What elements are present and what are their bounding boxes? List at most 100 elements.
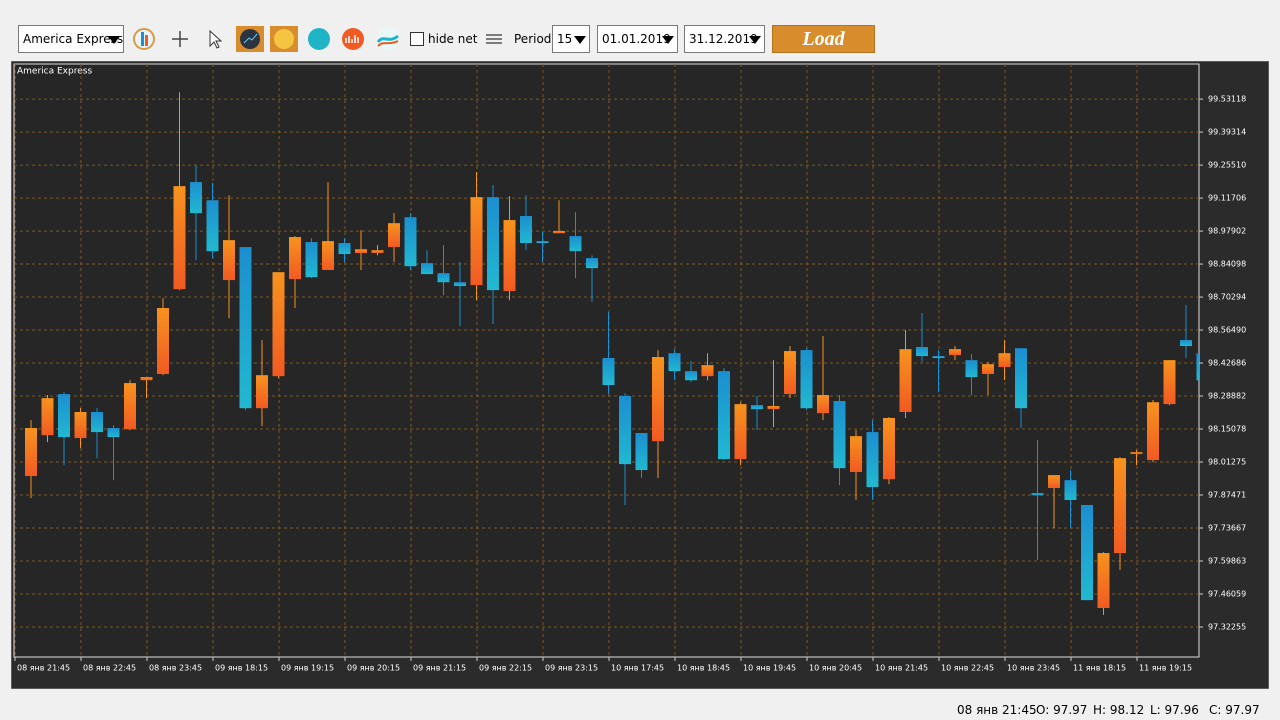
candle-body xyxy=(553,231,565,234)
candle-body xyxy=(767,406,780,410)
crosshair-icon[interactable] xyxy=(168,27,192,51)
candle-body xyxy=(355,249,367,254)
candle-body xyxy=(685,371,697,381)
candle-body xyxy=(899,349,912,413)
candle-body xyxy=(1081,504,1093,601)
candle-body xyxy=(619,395,631,465)
symbol-text: America Express xyxy=(23,32,124,46)
candle-body xyxy=(437,273,450,283)
symbol-select[interactable]: America Express xyxy=(18,25,124,53)
status-high: H: 98.12 xyxy=(1093,703,1145,717)
volume-icon[interactable] xyxy=(341,27,365,51)
candle-body xyxy=(718,371,730,460)
light-theme-icon[interactable] xyxy=(270,26,298,52)
x-tick-label: 09 янв 23:15 xyxy=(545,664,598,673)
candle-body xyxy=(751,405,763,410)
candle-body xyxy=(1097,553,1110,609)
x-tick-label: 09 янв 19:15 xyxy=(281,664,334,673)
dark-theme-icon[interactable] xyxy=(236,26,264,52)
candle-body xyxy=(41,398,54,436)
candle-body xyxy=(1163,360,1176,405)
pointer-icon[interactable] xyxy=(202,27,226,51)
x-tick-label: 08 янв 21:45 xyxy=(17,664,70,673)
candle-body xyxy=(74,412,87,439)
candle-body xyxy=(421,263,433,275)
y-tick-label: 98.28882 xyxy=(1208,392,1246,401)
y-tick-label: 97.32255 xyxy=(1208,622,1246,631)
y-tick-label: 97.59863 xyxy=(1208,557,1246,566)
x-tick-label: 09 янв 18:15 xyxy=(215,664,268,673)
candle-body xyxy=(470,197,483,286)
candle-body xyxy=(454,282,466,287)
candle-body xyxy=(487,197,499,291)
x-tick-label: 10 янв 19:45 xyxy=(743,664,796,673)
candle-body xyxy=(206,200,219,252)
status-time: 08 янв 21:45 xyxy=(957,703,1037,717)
candle-body xyxy=(833,401,846,469)
y-tick-label: 99.53118 xyxy=(1208,95,1246,104)
y-tick-label: 98.84098 xyxy=(1208,260,1246,269)
date-to-select[interactable]: 31.12.2019 xyxy=(684,25,765,53)
candle-body xyxy=(107,428,120,438)
line-icon[interactable] xyxy=(376,27,400,51)
y-tick-label: 99.11706 xyxy=(1208,194,1246,203)
y-tick-label: 97.87471 xyxy=(1208,491,1246,500)
candle-body xyxy=(338,243,351,255)
candle-body xyxy=(322,241,334,271)
y-tick-label: 98.42686 xyxy=(1208,359,1246,368)
candle-body xyxy=(652,357,664,442)
dropdown-arrow xyxy=(108,36,120,44)
candle-body xyxy=(1015,348,1027,409)
candle-body xyxy=(883,417,895,480)
x-tick-label: 10 янв 17:45 xyxy=(611,664,664,673)
x-tick-label: 10 янв 20:45 xyxy=(809,664,862,673)
color-icon[interactable] xyxy=(307,27,331,51)
y-tick-label: 97.73667 xyxy=(1208,524,1246,533)
candle-body xyxy=(998,353,1011,368)
x-tick-label: 11 янв 18:15 xyxy=(1073,664,1126,673)
candle-body xyxy=(1180,340,1192,347)
date-from-text: 01.01.2019 xyxy=(602,32,671,46)
period-select[interactable]: 15M xyxy=(552,25,590,53)
dropdown-arrow xyxy=(662,36,674,44)
candle-body xyxy=(949,349,961,356)
date-from-select[interactable]: 01.01.2019 xyxy=(597,25,678,53)
candle-body xyxy=(932,356,945,358)
checkbox-box[interactable] xyxy=(410,32,424,46)
x-tick-label: 10 янв 21:45 xyxy=(875,664,928,673)
candle-body xyxy=(190,182,202,214)
status-close: C: 97.97 xyxy=(1209,703,1260,717)
candle-body xyxy=(1147,402,1159,461)
candle-body xyxy=(25,428,37,477)
candle-body xyxy=(388,223,400,248)
candle-body xyxy=(965,360,978,378)
x-tick-label: 09 янв 21:15 xyxy=(413,664,466,673)
candle-body xyxy=(371,250,384,254)
candle-body xyxy=(916,346,928,357)
x-tick-label: 10 янв 18:45 xyxy=(677,664,730,673)
hide-net-checkbox[interactable]: hide net xyxy=(410,25,477,53)
candle-body xyxy=(91,412,103,433)
x-tick-label: 10 янв 22:45 xyxy=(941,664,994,673)
y-tick-label: 97.46059 xyxy=(1208,589,1246,598)
dropdown-arrow xyxy=(749,36,761,44)
y-tick-label: 98.15078 xyxy=(1208,425,1246,434)
menu-icon[interactable] xyxy=(482,27,506,51)
load-button[interactable]: Load xyxy=(772,25,875,53)
status-low: L: 97.96 xyxy=(1150,703,1199,717)
candle-body xyxy=(1048,475,1060,489)
candle-body xyxy=(784,351,796,395)
x-tick-label: 09 янв 20:15 xyxy=(347,664,400,673)
candle-body xyxy=(1196,353,1199,381)
chart-type-icon[interactable] xyxy=(132,27,156,51)
y-tick-label: 98.01275 xyxy=(1208,458,1246,467)
candle-body xyxy=(503,220,516,292)
y-tick-label: 98.56490 xyxy=(1208,326,1246,335)
hide-net-label: hide net xyxy=(428,32,478,46)
x-tick-label: 08 янв 22:45 xyxy=(83,664,136,673)
candle-body xyxy=(289,237,301,280)
candle-body xyxy=(124,383,136,430)
x-tick-label: 09 янв 22:15 xyxy=(479,664,532,673)
period-label: Period xyxy=(514,32,552,46)
